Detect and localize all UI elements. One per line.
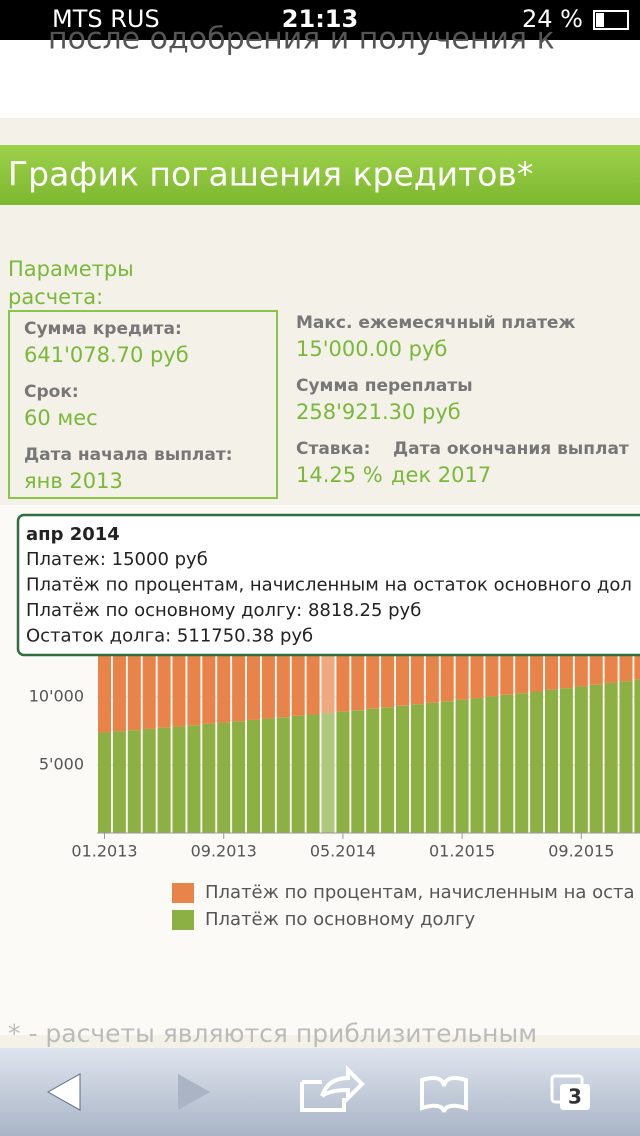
back-button[interactable] (46, 1073, 81, 1111)
tabs-count: 3 (568, 1085, 582, 1109)
bar-segment (232, 721, 246, 833)
bar-segment (142, 728, 156, 833)
legend-label: Платёж по процентам, начисленным на оста (205, 882, 635, 903)
bar-segment (217, 722, 231, 833)
x-tick-label: 01.2013 (71, 842, 137, 861)
param-value: 60 мес (24, 406, 98, 430)
tabs-button[interactable] (560, 1084, 590, 1110)
y-tick-label: 5'000 (39, 755, 84, 774)
params-heading: расчета: (8, 285, 103, 309)
bar-segment (619, 681, 633, 833)
bar-segment (515, 693, 529, 833)
bar-segment (202, 723, 216, 833)
footnote: * - расчеты являются приблизительным (8, 1019, 537, 1048)
bar-segment (381, 707, 395, 833)
tooltip-title: апр 2014 (26, 524, 120, 545)
bar-segment (559, 688, 573, 833)
bar-segment (336, 711, 350, 833)
top-text: после одобрения и получения к (48, 22, 555, 57)
x-tick-label: 05.2014 (310, 842, 376, 861)
param-value: янв 2013 (24, 469, 123, 493)
bar-segment (634, 679, 640, 833)
param-label: Сумма кредита: (24, 319, 182, 339)
bar-segment (470, 698, 484, 833)
bar-segment (589, 684, 603, 833)
bar-segment (276, 717, 290, 833)
params-heading: Параметры (8, 257, 134, 281)
status-bar (0, 0, 640, 40)
legend-label: Платёж по основному долгу (205, 909, 476, 930)
bar-segment (172, 726, 186, 833)
bar-segment (440, 701, 454, 833)
bar-segment (291, 715, 305, 833)
bar-segment (574, 686, 588, 833)
param-value: 641'078.70 руб (24, 343, 189, 367)
x-tick-label: 09.2013 (191, 842, 257, 861)
time: 21:13 (282, 5, 358, 33)
bar-segment (396, 705, 409, 833)
bar-segment (157, 727, 171, 833)
bar-segment (545, 689, 558, 833)
bar-segment (455, 699, 469, 833)
bar-segment (530, 691, 544, 833)
toolbar (0, 1048, 640, 1136)
carrier: MTS RUS (52, 5, 160, 33)
params-box (8, 310, 278, 499)
x-tick-label: 09.2015 (548, 842, 614, 861)
battery-icon (593, 10, 629, 30)
bar-segment (366, 708, 380, 833)
tooltip (16, 513, 640, 657)
tooltip-line: Остаток долга: 511750.38 руб (26, 626, 313, 647)
param-label: Ставка: (296, 439, 370, 459)
battery: 24 % (522, 5, 583, 33)
y-tick-label: 10'000 (29, 687, 84, 706)
tooltip-line: Платёж по основному долгу: 8818.25 руб (26, 600, 421, 621)
bar-segment (425, 702, 439, 833)
bar-segment (127, 730, 141, 833)
bookmarks-button[interactable] (420, 1076, 468, 1113)
param-label: Срок: (24, 382, 79, 402)
param-label: Дата окончания выплат (393, 439, 629, 459)
bar-segment (247, 719, 260, 833)
bar-segment (500, 694, 514, 833)
bar-segment (410, 704, 424, 833)
param-value: 15'000.00 руб (296, 337, 447, 361)
top-card (0, 40, 640, 118)
bar-segment (261, 718, 275, 833)
param-label: Дата начала выплат: (24, 445, 233, 465)
battery-level (596, 13, 604, 27)
bar-segment (187, 725, 201, 833)
tooltip-line: Платёж по процентам, начисленным на оста… (26, 575, 632, 596)
bar-segment (321, 713, 335, 833)
bar-segment (485, 696, 499, 833)
legend-swatch (172, 910, 194, 930)
x-tick-label: 01.2015 (429, 842, 495, 861)
bar-segment (604, 682, 618, 833)
chart: График платежей (в руб5'00010'00001.2013… (0, 505, 640, 1048)
param-value: дек 2017 (391, 463, 491, 487)
bar-segment (351, 710, 365, 833)
param-label: Сумма переплаты (296, 376, 473, 396)
legend-swatch (172, 883, 194, 903)
header-title: График погашения кредитов* (8, 155, 533, 194)
share-button[interactable] (300, 1065, 365, 1112)
bar-segment (112, 731, 126, 833)
param-value: 258'921.30 руб (296, 400, 461, 424)
header-bar (0, 145, 640, 205)
param-label: Макс. ежемесячный платеж (296, 313, 575, 333)
tooltip-line: Платеж: 15000 руб (26, 549, 208, 570)
bar-segment (306, 714, 320, 833)
forward-button[interactable] (178, 1074, 210, 1110)
param-value: 14.25 % (296, 463, 383, 487)
bar-segment (98, 732, 111, 833)
